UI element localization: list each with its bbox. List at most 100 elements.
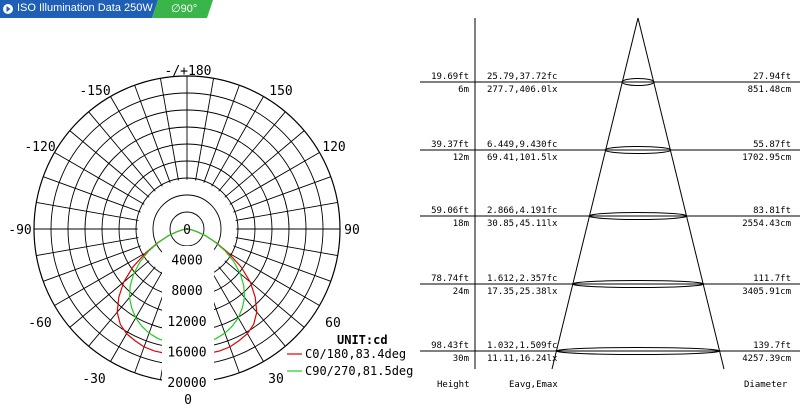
row-diameter-ft: 27.94ft: [753, 72, 791, 82]
row-height-m: 6m: [458, 85, 469, 95]
polar-spoke: [218, 266, 286, 347]
column-header-height: Height: [437, 380, 470, 390]
polar-angle-label: 60: [325, 316, 341, 331]
polar-spoke: [110, 271, 163, 362]
beam-ellipse: [588, 212, 688, 220]
polar-spoke: [233, 176, 331, 213]
polar-spoke: [224, 260, 305, 328]
beam-ellipse: [555, 347, 721, 355]
radial-tick-label: 8000: [171, 284, 202, 299]
polar-spoke: [235, 237, 338, 257]
row-height-m: 12m: [453, 153, 469, 163]
polar-intensity-chart: -/+180 -150 150 -120 120 -90 90 -60 60 -30 30 0 0 40…: [8, 64, 413, 408]
row-illuminance-lx: 11.11,16.24lx: [487, 354, 558, 364]
polar-angle-label: -30: [82, 372, 105, 387]
polar-angle-label: 30: [268, 372, 284, 387]
header-angle: ∅90°: [171, 3, 198, 15]
row-diameter-cm: 1702.95cm: [742, 153, 791, 163]
row-diameter-ft: 83.81ft: [753, 206, 791, 216]
header-background: [0, 0, 213, 18]
polar-angle-label: 0: [184, 393, 192, 408]
row-illuminance-fc: 1.032,1.509fc: [487, 341, 557, 351]
row-illuminance-fc: 25.79,37.72fc: [487, 72, 557, 82]
polar-spoke: [229, 152, 320, 205]
row-height-m: 24m: [453, 287, 469, 297]
illuminance-cone-chart: 19.69ft 6m 25.79,37.72fc 277.7,406.0lx 27.94…: [420, 17, 800, 390]
cone-left-edge: [551, 17, 639, 370]
polar-spoke: [69, 130, 150, 198]
row-diameter-cm: 2554.43cm: [742, 219, 791, 229]
polar-spoke: [134, 85, 171, 183]
radial-label-background: [162, 246, 214, 394]
row-diameter-ft: 55.87ft: [753, 140, 791, 150]
polar-angle-label: 150: [269, 84, 292, 99]
row-height-ft: 19.69ft: [431, 72, 469, 82]
polar-angle-label: -120: [24, 140, 55, 155]
row-height-ft: 98.43ft: [431, 341, 469, 351]
polar-spoke: [36, 237, 139, 257]
polar-angle-label: 120: [322, 140, 345, 155]
cone-shape: [551, 17, 725, 370]
polar-spoke: [159, 78, 179, 181]
row-diameter-ft: 139.7ft: [753, 341, 791, 351]
polar-spoke: [54, 152, 145, 205]
radial-tick-label: 12000: [167, 315, 206, 330]
header-power: 250W: [124, 2, 153, 14]
row-diameter-ft: 111.7ft: [753, 274, 791, 284]
polar-angle-label: -/+180: [165, 64, 212, 79]
polar-spoke: [69, 260, 150, 328]
row-illuminance-fc: 2.866,4.191fc: [487, 206, 557, 216]
beam-ellipse: [621, 78, 655, 86]
polar-angle-label: -90: [8, 223, 31, 238]
cone-row: 98.43ft 30m 1.032,1.509fc 11.11,16.24lx 139.…: [420, 341, 800, 364]
row-diameter-cm: 851.48cm: [748, 85, 791, 95]
cone-right-edge: [637, 17, 725, 370]
polar-spoke: [211, 96, 264, 187]
polar-angle-label: 90: [344, 223, 360, 238]
beam-ellipse: [604, 146, 672, 154]
legend-c90-label: C90/270,81.5deg: [305, 364, 413, 378]
header-bar: ISO Illumination Data 250W ∅90°: [0, 0, 213, 18]
polar-angle-label: -60: [28, 316, 51, 331]
polar-spoke: [233, 245, 331, 282]
cone-row: 59.06ft 18m 2.866,4.191fc 30.85,45.11lx 83.8…: [420, 206, 800, 229]
row-diameter-cm: 3405.91cm: [742, 287, 791, 297]
row-height-ft: 59.06ft: [431, 206, 469, 216]
header-title: ISO Illumination Data: [17, 2, 121, 14]
column-header-eavg-emax: Eavg,Emax: [509, 380, 558, 390]
row-height-ft: 78.74ft: [431, 274, 469, 284]
radial-tick-label: 20000: [167, 376, 206, 391]
row-height-m: 30m: [453, 354, 469, 364]
row-illuminance-lx: 69.41,101.5lx: [487, 153, 558, 163]
polar-spoke: [88, 266, 156, 347]
legend-c0-label: C0/180,83.4deg: [305, 347, 406, 361]
row-illuminance-lx: 17.35,25.38lx: [487, 287, 558, 297]
polar-spoke: [110, 96, 163, 187]
polar-spoke: [43, 245, 141, 282]
polar-spoke: [54, 253, 145, 306]
cone-row: 78.74ft 24m 1.612,2.357fc 17.35,25.38lx 111.…: [420, 274, 800, 297]
radial-tick-label: 4000: [171, 254, 202, 269]
polar-spoke: [211, 271, 264, 362]
radial-tick-label: 16000: [167, 345, 206, 360]
polar-spoke: [36, 201, 139, 221]
polar-spoke: [229, 253, 320, 306]
row-illuminance-fc: 1.612,2.357fc: [487, 274, 557, 284]
cone-row: 39.37ft 12m 6.449,9.430fc 69.41,101.5lx 55.8…: [420, 140, 800, 163]
beam-ellipse: [571, 280, 705, 288]
row-illuminance-lx: 30.85,45.11lx: [487, 219, 558, 229]
polar-angle-label: -150: [79, 84, 110, 99]
polar-spoke: [203, 85, 240, 183]
polar-spoke: [195, 78, 215, 181]
cone-row: 19.69ft 6m 25.79,37.72fc 277.7,406.0lx 27.94…: [420, 72, 800, 95]
row-illuminance-lx: 277.7,406.0lx: [487, 85, 558, 95]
column-header-diameter: Diameter: [744, 380, 788, 390]
row-height-m: 18m: [453, 219, 469, 229]
polar-spoke: [218, 111, 286, 192]
polar-radial-labels: 0 4000 8000 12000 16000 20000: [167, 223, 206, 391]
polar-spoke: [224, 130, 305, 198]
radial-tick-label: 0: [183, 223, 191, 238]
unit-label: UNIT:cd: [337, 333, 388, 347]
polar-spoke: [235, 201, 338, 221]
row-diameter-cm: 4257.39cm: [742, 354, 791, 364]
